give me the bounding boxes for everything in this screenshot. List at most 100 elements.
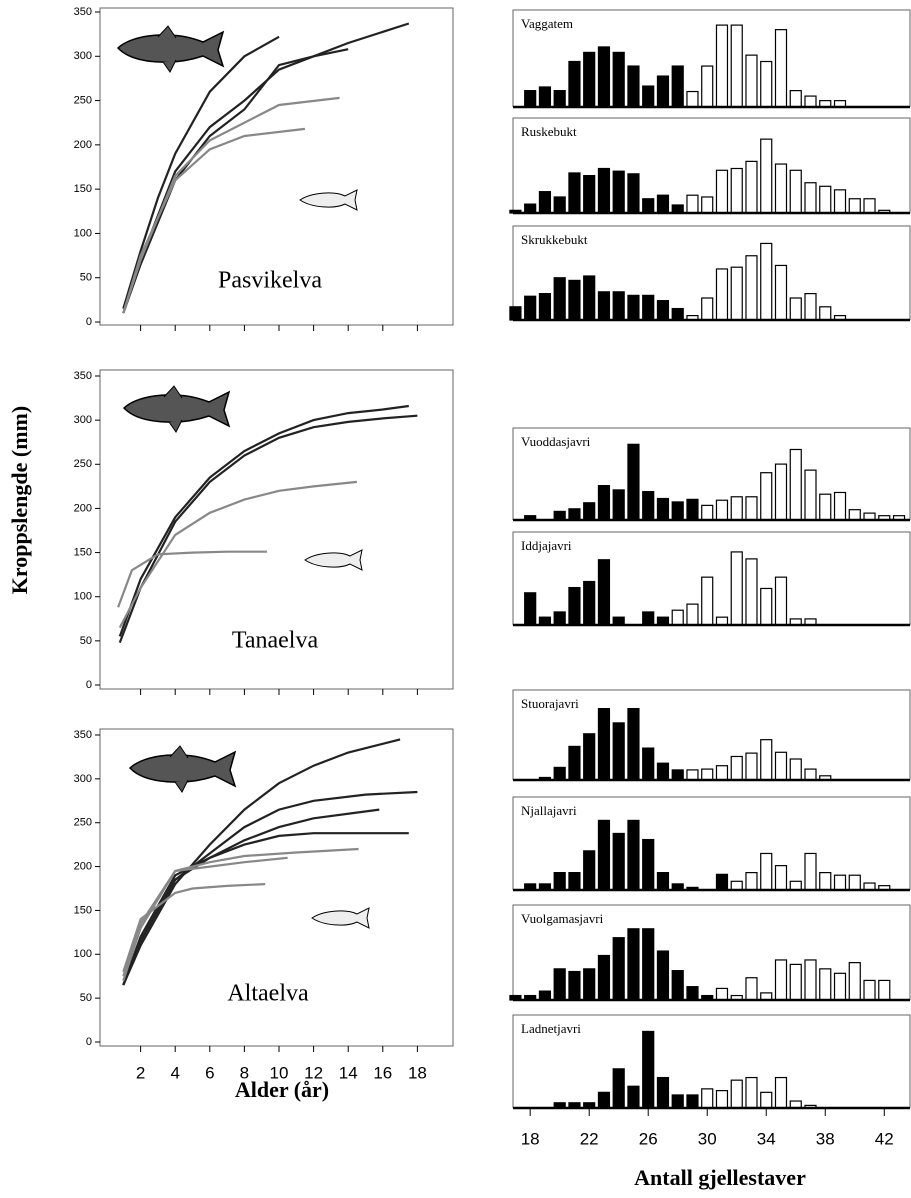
bar: [642, 1030, 655, 1109]
bar: [804, 768, 817, 781]
growth-curve: [122, 808, 380, 986]
bar: [789, 297, 802, 321]
x-tick-label: 18: [408, 1063, 427, 1082]
bar: [730, 24, 743, 108]
bar: [774, 751, 788, 781]
growth-curve: [122, 738, 401, 986]
y-tick-label: 300: [74, 773, 92, 785]
x-tick-label: 42: [875, 1129, 894, 1148]
bar: [760, 739, 773, 781]
panel-frame: [512, 689, 911, 780]
x-tick-label: 10: [270, 1063, 289, 1082]
bar: [774, 576, 788, 626]
panel-frame: [512, 117, 911, 213]
bar: [627, 294, 640, 321]
bar: [804, 469, 817, 521]
lake-name: Njallajavri: [521, 803, 577, 818]
bar: [701, 297, 714, 321]
bar: [701, 768, 714, 781]
bar: [538, 86, 552, 108]
bar: [789, 448, 802, 521]
fish-large: [122, 385, 231, 433]
bar: [715, 765, 729, 781]
y-tick-label: 0: [86, 1036, 92, 1048]
bar: [612, 832, 625, 891]
bar: [524, 90, 537, 108]
y-tick-label: 100: [74, 591, 92, 603]
bar: [671, 501, 684, 521]
plot-frame: [99, 728, 454, 1047]
bar: [553, 196, 566, 214]
bar: [671, 1094, 684, 1109]
bar: [583, 968, 596, 1001]
y-tick-label: 250: [74, 817, 92, 829]
bar: [745, 1076, 758, 1109]
bar: [715, 169, 729, 214]
x-tick-label: 16: [373, 1063, 392, 1082]
y-tick-label: 350: [74, 6, 92, 18]
bar: [627, 707, 640, 781]
bar: [568, 508, 581, 521]
bar: [656, 871, 670, 891]
bar: [701, 1088, 714, 1109]
bar: [833, 972, 847, 1001]
lake-name: Vuolgamasjavri: [521, 911, 604, 926]
bar: [701, 65, 714, 108]
panel-frame: [512, 531, 911, 625]
bar: [819, 968, 832, 1001]
y-tick-label: 100: [74, 948, 92, 960]
bar: [568, 586, 581, 626]
bar: [760, 587, 773, 626]
bar: [612, 722, 625, 781]
bar: [524, 592, 537, 626]
bar: [819, 185, 832, 214]
x-tick-label: 14: [339, 1063, 358, 1082]
bar: [538, 293, 552, 321]
bar: [656, 762, 670, 781]
bar: [760, 242, 773, 321]
bar: [745, 54, 758, 108]
bar: [524, 295, 537, 321]
bar: [656, 300, 670, 321]
growth-curve: [122, 832, 409, 986]
bar: [671, 609, 684, 626]
growth-curve: [122, 96, 340, 314]
y-tick-label: 300: [74, 50, 92, 62]
bar: [745, 871, 758, 891]
bar: [583, 51, 596, 108]
bar: [553, 510, 566, 521]
x-tick-label: 2: [136, 1063, 145, 1082]
bar: [597, 559, 611, 626]
bar: [686, 194, 699, 214]
bar: [538, 990, 552, 1001]
bar: [686, 769, 699, 781]
y-tick-label: 200: [74, 139, 92, 151]
bar: [656, 1076, 670, 1109]
lake-name: Stuorajavri: [521, 696, 579, 711]
bar: [715, 987, 729, 1001]
bar: [730, 496, 743, 521]
bar: [804, 852, 817, 891]
bar: [627, 443, 640, 521]
y-tick-label: 150: [74, 183, 92, 195]
bar: [642, 491, 655, 521]
bar: [774, 1076, 788, 1109]
bar: [760, 1091, 773, 1109]
bar: [612, 1068, 625, 1109]
fish-large: [116, 25, 225, 73]
bar: [627, 928, 640, 1001]
bar: [789, 169, 802, 214]
bar: [774, 29, 788, 108]
panel-frame: [512, 796, 911, 890]
bar: [774, 959, 788, 1001]
y-tick-label: 50: [80, 635, 92, 647]
bar: [745, 752, 758, 781]
bar: [568, 745, 581, 781]
fish-small: [299, 189, 358, 211]
bar: [745, 255, 758, 321]
fish-large: [128, 745, 237, 793]
bar: [597, 291, 611, 321]
bar: [848, 962, 861, 1001]
x-tick-label: 18: [521, 1129, 540, 1148]
